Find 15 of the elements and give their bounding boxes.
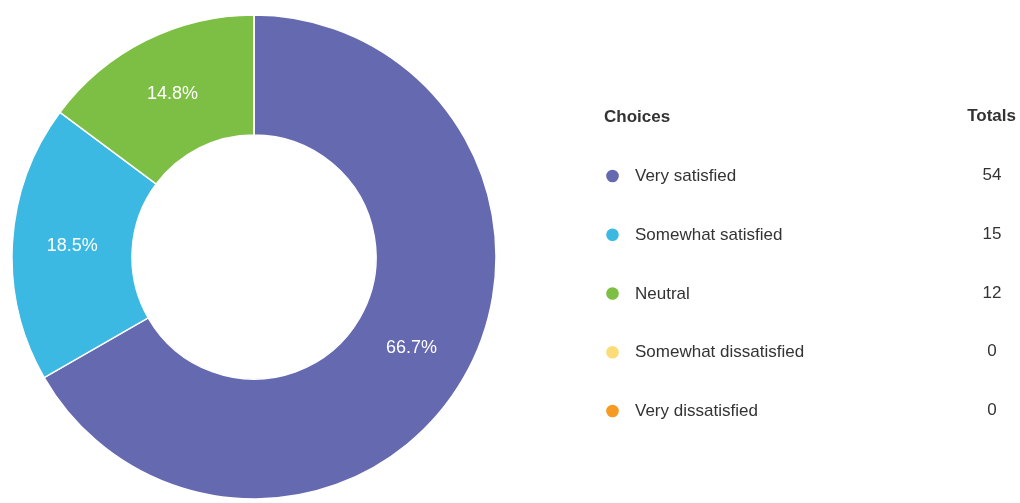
legend-label: Very satisfied: [635, 166, 737, 185]
data-label: 18.5%: [46, 235, 98, 256]
legend-label: Very dissatisfied: [635, 401, 758, 420]
legend-label: Somewhat dissatisfied: [635, 342, 805, 362]
legend-label: Neutral: [635, 283, 690, 303]
text: 12: [982, 282, 1002, 302]
legend-label: Somewhat satisfied: [635, 224, 783, 244]
text: 0: [987, 341, 997, 361]
data-label: 66.7%: [386, 337, 438, 358]
data-label: 14.8%: [146, 83, 198, 104]
legend-title: Choices: [604, 107, 671, 126]
text: Totals: [967, 106, 1016, 125]
text: 54: [982, 165, 1002, 184]
text: 15: [982, 223, 1002, 243]
text: 0: [987, 400, 997, 419]
